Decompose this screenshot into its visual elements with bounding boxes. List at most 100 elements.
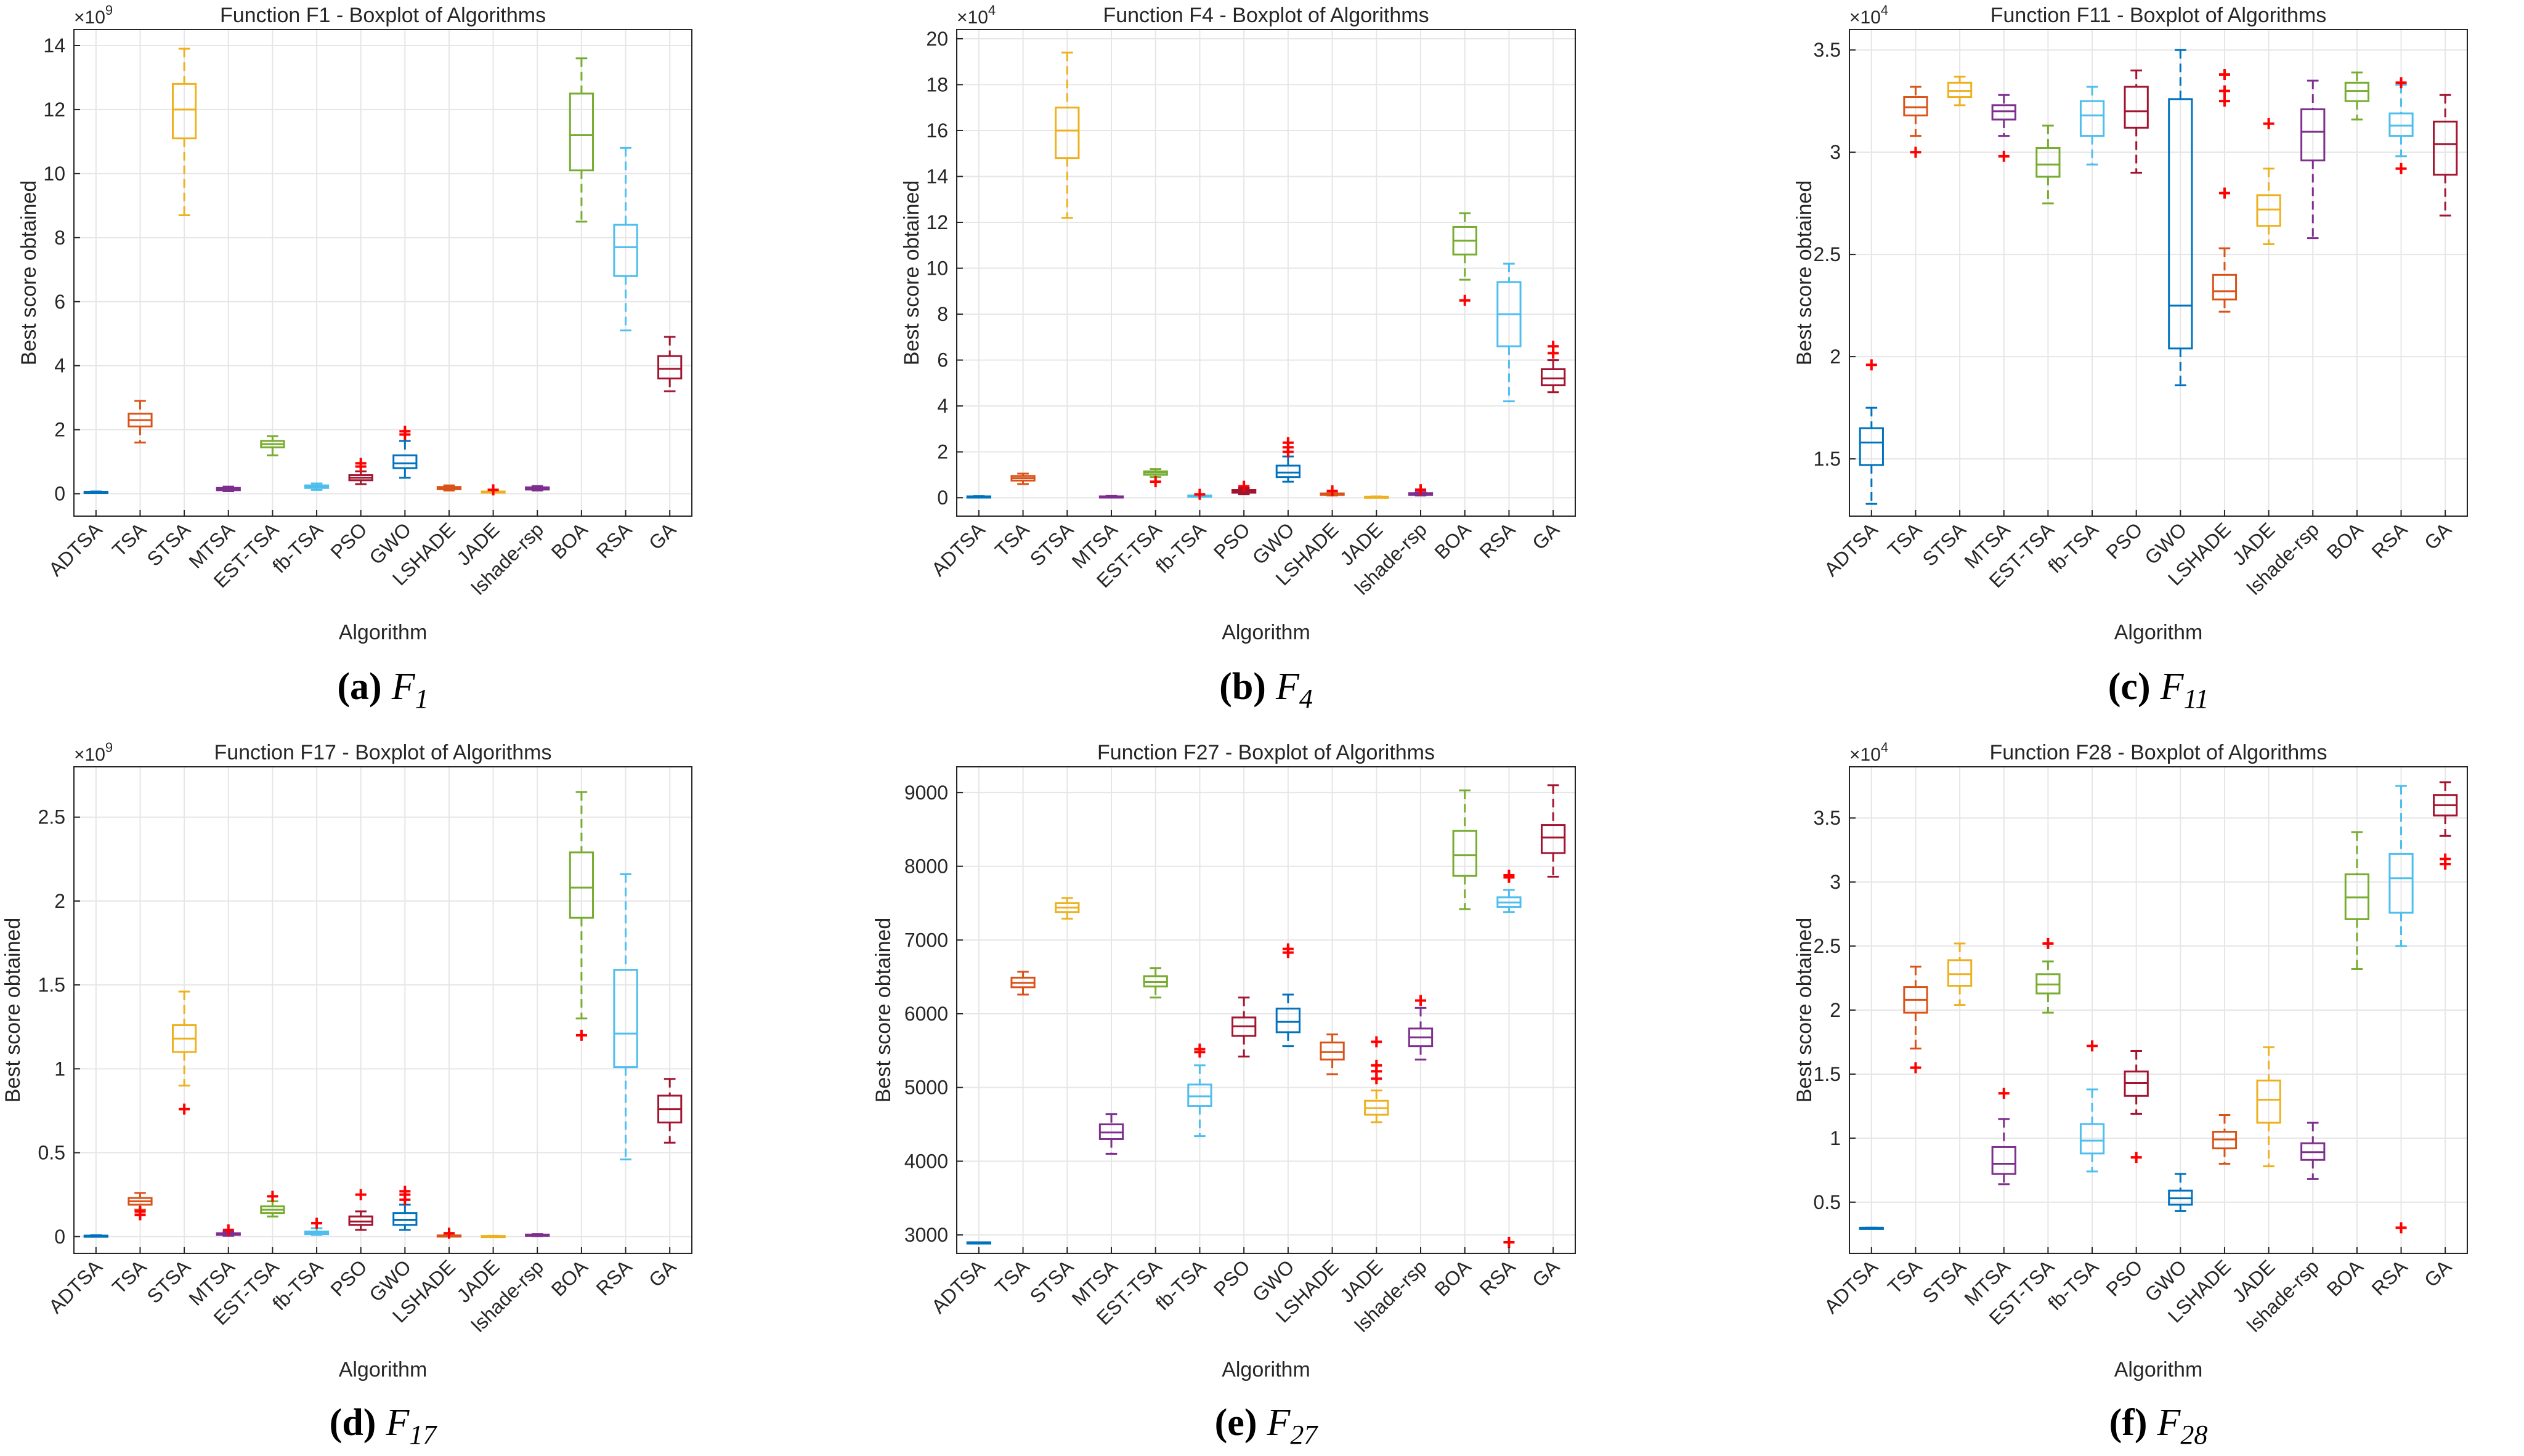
iqr-box [2168, 98, 2193, 350]
outlier-marker [1415, 995, 1426, 1006]
x-tick-label: RSA [592, 518, 636, 562]
x-tick-label: ADTSA [44, 518, 107, 580]
axes-frame [1849, 766, 2468, 1254]
outlier-marker [2395, 1222, 2407, 1234]
x-tick-label: fb-TSA [268, 518, 327, 577]
x-tick-label: fb-TSA [268, 1255, 327, 1314]
exponent-base: ×10 [74, 745, 105, 765]
outlier-marker [2263, 118, 2274, 129]
y-axis-label: Best score obtained [1793, 180, 1816, 366]
axis-exponent: ×104 [957, 2, 996, 28]
iqr-box [613, 969, 638, 1069]
box-jade [1364, 495, 1389, 499]
box-mtsa [216, 485, 241, 492]
iqr-box [1903, 96, 1928, 116]
box-rsa [1496, 262, 1522, 403]
x-tick-label: BOA [2323, 518, 2368, 564]
outlier-marker [2087, 1040, 2098, 1052]
x-tick-label: STSA [1918, 518, 1971, 570]
caption-symbol: F [2160, 666, 2185, 708]
chart-title: Function F11 - Boxplot of Algorithms [1990, 4, 2327, 27]
box-boa [2344, 71, 2370, 121]
box-adtsa [1859, 359, 1884, 505]
x-axis-label: Algorithm [339, 1358, 428, 1381]
box-stsa [1055, 51, 1080, 219]
box-adtsa [1859, 1226, 1884, 1230]
x-tick-label: PSO [2101, 518, 2146, 563]
outlier-marker [2218, 85, 2230, 97]
axis-exponent: ×109 [74, 2, 113, 28]
box-gwo [392, 1186, 418, 1231]
exponent-base: ×10 [1849, 7, 1881, 28]
y-tick-label: 20 [926, 28, 948, 50]
subfigure-caption: (f) F28 [2109, 1402, 2208, 1450]
outlier-marker [2395, 163, 2407, 174]
x-tick-label: RSA [2368, 518, 2412, 562]
box-gwo [2168, 1173, 2193, 1212]
x-axis-label: Algorithm [1222, 621, 1310, 644]
box-tsa [128, 1192, 153, 1221]
exponent-base: ×10 [957, 7, 988, 28]
chart-title: Function F27 - Boxplot of Algorithms [1097, 741, 1435, 764]
caption-subscript: 17 [409, 1420, 437, 1450]
box-stsa [171, 47, 197, 216]
y-tick-label: 6000 [904, 1003, 948, 1025]
axes-frame [1849, 29, 2468, 517]
box-adtsa [83, 490, 108, 494]
outlier-marker [2440, 853, 2451, 865]
box-rsa [1496, 869, 1522, 1248]
outlier-marker [2218, 187, 2230, 199]
caption-subscript: 27 [1290, 1420, 1318, 1450]
axis-exponent: ×109 [74, 740, 113, 765]
y-tick-label: 0 [937, 487, 948, 509]
outlier-marker [1282, 437, 1294, 448]
box-mtsa [1991, 1088, 2016, 1186]
x-tick-label: RSA [1475, 518, 1519, 562]
x-tick-label: BOA [1430, 518, 1475, 564]
x-tick-label: fb-TSA [2043, 1255, 2103, 1314]
x-tick-label: ADTSA [927, 1255, 989, 1317]
box-adtsa [83, 1234, 108, 1238]
box-rsa [613, 147, 638, 332]
iqr-box [2079, 100, 2105, 137]
y-tick-label: 2 [937, 441, 948, 463]
y-tick-label: 12 [43, 99, 65, 121]
box-boa [569, 57, 594, 223]
x-axis-label: Algorithm [2114, 1358, 2203, 1381]
outlier-marker [1415, 484, 1426, 496]
x-tick-label: GA [2420, 1255, 2456, 1292]
y-tick-label: 8 [937, 303, 948, 325]
x-tick-label: STSA [1918, 1255, 1971, 1308]
y-tick-label: 16 [926, 119, 948, 142]
axes-frame [73, 766, 692, 1254]
iqr-box [569, 92, 594, 172]
box-mtsa [216, 1224, 241, 1237]
y-tick-label: 1.5 [1814, 1063, 1841, 1085]
x-tick-label: PSO [326, 1255, 371, 1300]
exponent-power: 4 [988, 2, 996, 18]
y-tick-label: 8 [54, 227, 65, 249]
y-tick-label: 0.5 [38, 1142, 65, 1164]
iqr-box [2256, 1079, 2281, 1124]
y-tick-label: 10 [926, 257, 948, 280]
axes-frame [73, 29, 692, 517]
box-pso [1231, 480, 1257, 496]
x-tick-label: STSA [1026, 518, 1078, 570]
y-axis-label: Best score obtained [17, 180, 41, 366]
subfigure-caption: (a) F1 [337, 666, 428, 714]
y-tick-label: 12 [926, 211, 948, 233]
y-tick-label: 9000 [904, 782, 948, 804]
caption-symbol: F [1275, 666, 1300, 708]
subfigure-caption: (e) F27 [1215, 1402, 1319, 1450]
iqr-box [1947, 81, 1973, 99]
iqr-box [2433, 120, 2458, 176]
y-tick-label: 6 [937, 349, 948, 371]
box-tsa [128, 400, 153, 443]
box-ga [2433, 781, 2458, 870]
box-stsa [171, 990, 197, 1115]
box-lshade-rsp [525, 1233, 550, 1237]
y-tick-label: 3.5 [1814, 807, 1841, 829]
chart-title: Function F17 - Boxplot of Algorithms [214, 741, 551, 764]
box-est-tsa [1143, 967, 1168, 999]
